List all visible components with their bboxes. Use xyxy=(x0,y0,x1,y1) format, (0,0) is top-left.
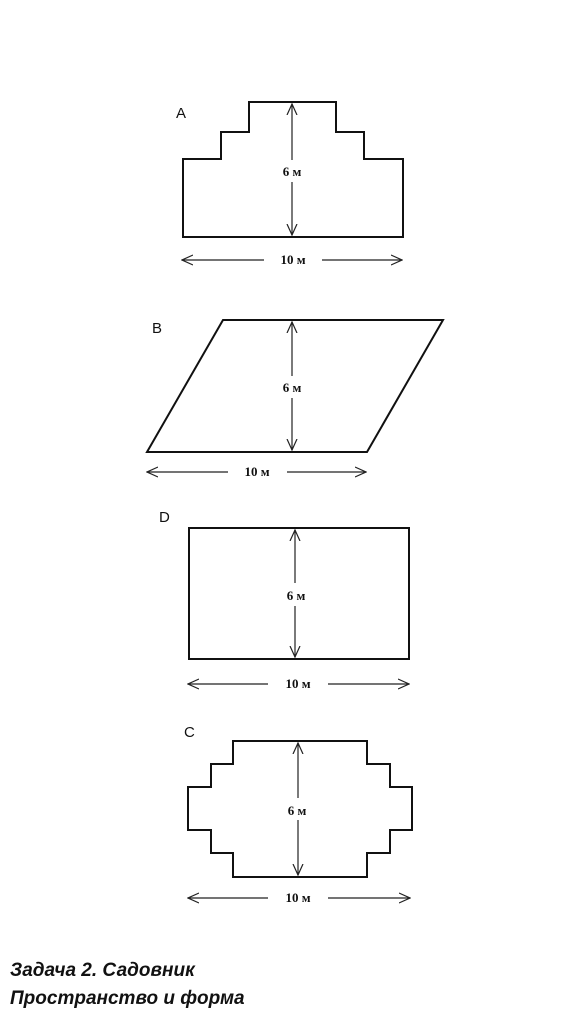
figure-d-width-label: 10 м xyxy=(285,676,310,691)
caption-task-title: Задача 2. Садовник xyxy=(10,960,195,981)
figure-c: C 6 м 10 м xyxy=(184,724,413,905)
figure-d-rectangle xyxy=(188,527,410,660)
figure-a-stepped-shape xyxy=(182,101,404,238)
figure-a-label: A xyxy=(176,105,186,122)
figure-a: A 6 м 10 м xyxy=(176,101,404,267)
figure-c-label: C xyxy=(184,724,195,741)
figure-b-parallelogram xyxy=(145,319,445,453)
figure-c-height-label: 6 м xyxy=(288,803,307,818)
figure-b: B 6 м 10 м xyxy=(145,319,445,479)
caption-topic: Пространство и форма xyxy=(10,988,245,1009)
figure-d: D 6 м 10 м xyxy=(159,509,410,691)
figure-b-width-label: 10 м xyxy=(244,464,269,479)
figure-a-width-label: 10 м xyxy=(280,252,305,267)
figure-c-cross-shape xyxy=(187,740,413,878)
figure-c-width-label: 10 м xyxy=(285,890,310,905)
figure-d-label: D xyxy=(159,509,170,526)
figure-b-label: B xyxy=(152,320,162,337)
figure-a-height-label: 6 м xyxy=(283,164,302,179)
figure-b-height-label: 6 м xyxy=(283,380,302,395)
figure-d-height-label: 6 м xyxy=(287,588,306,603)
